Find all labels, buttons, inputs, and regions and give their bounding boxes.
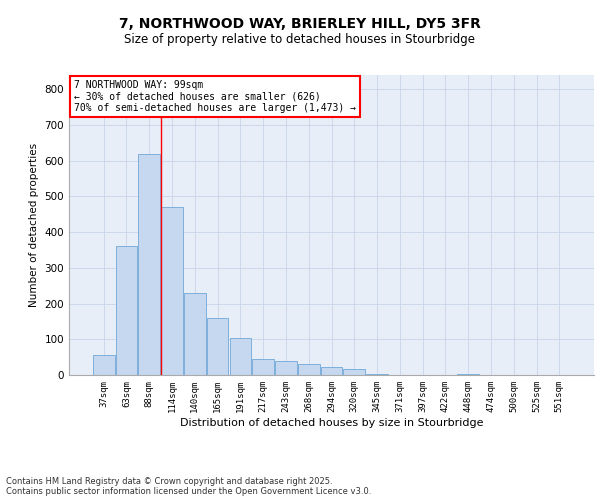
Text: Contains HM Land Registry data © Crown copyright and database right 2025.: Contains HM Land Registry data © Crown c… [6,477,332,486]
Bar [116,246,137,375]
Text: Size of property relative to detached houses in Stourbridge: Size of property relative to detached ho… [125,32,476,46]
Bar [161,207,183,375]
Y-axis label: Number of detached properties: Number of detached properties [29,143,39,307]
Bar [207,318,229,375]
Bar [275,362,297,375]
Text: 7, NORTHWOOD WAY, BRIERLEY HILL, DY5 3FR: 7, NORTHWOOD WAY, BRIERLEY HILL, DY5 3FR [119,18,481,32]
Bar [298,364,320,375]
Bar [184,293,206,375]
Bar [93,356,115,375]
Bar [366,374,388,375]
X-axis label: Distribution of detached houses by size in Stourbridge: Distribution of detached houses by size … [180,418,483,428]
Text: 7 NORTHWOOD WAY: 99sqm
← 30% of detached houses are smaller (626)
70% of semi-de: 7 NORTHWOOD WAY: 99sqm ← 30% of detached… [74,80,356,112]
Bar [139,154,160,375]
Bar [343,368,365,375]
Bar [457,374,479,375]
Bar [230,338,251,375]
Bar [253,359,274,375]
Text: Contains public sector information licensed under the Open Government Licence v3: Contains public sector information licen… [6,487,371,496]
Bar [320,367,343,375]
